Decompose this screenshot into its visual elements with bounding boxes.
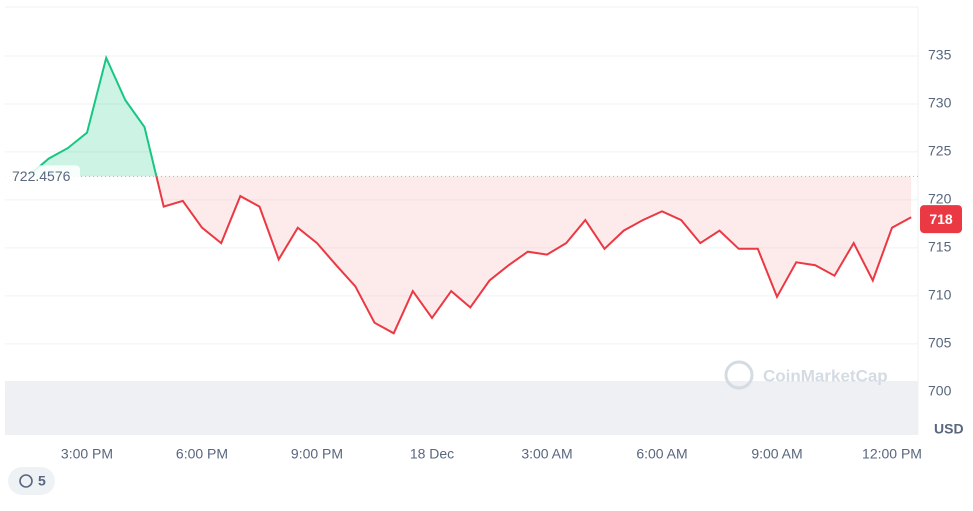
current-price-label: 718 xyxy=(929,211,953,227)
history-count: 5 xyxy=(38,473,46,489)
volume-area xyxy=(5,381,918,435)
y-tick-label: 700 xyxy=(928,383,952,399)
area-up xyxy=(29,57,912,177)
y-tick-label: 710 xyxy=(928,287,952,303)
history-badge[interactable]: 5 xyxy=(8,467,55,495)
watermark: CoinMarketCap xyxy=(763,366,888,385)
y-tick-label: 715 xyxy=(928,239,952,255)
currency-label: USD xyxy=(934,421,964,437)
x-tick-label: 6:00 AM xyxy=(636,446,687,462)
y-tick-label: 720 xyxy=(928,191,952,207)
x-tick-label: 9:00 AM xyxy=(751,446,802,462)
x-tick-label: 3:00 PM xyxy=(61,446,113,462)
badge-icon xyxy=(19,474,33,488)
x-tick-label: 6:00 PM xyxy=(176,446,228,462)
y-tick-label: 735 xyxy=(928,47,952,63)
reference-label-bg xyxy=(5,165,80,188)
area-down xyxy=(156,176,912,334)
price-line-down xyxy=(155,176,912,335)
watermark-logo xyxy=(724,360,754,390)
current-price-bg xyxy=(920,205,962,234)
reference-label: 722.4576 xyxy=(12,168,71,184)
x-tick-label: 3:00 AM xyxy=(521,446,572,462)
y-tick-label: 725 xyxy=(928,143,952,159)
y-tick-label: 730 xyxy=(928,95,952,111)
x-tick-label: 18 Dec xyxy=(410,446,454,462)
x-tick-label: 9:00 PM xyxy=(291,446,343,462)
y-tick-label: 705 xyxy=(928,335,952,351)
x-tick-label: 12:00 PM xyxy=(862,446,922,462)
